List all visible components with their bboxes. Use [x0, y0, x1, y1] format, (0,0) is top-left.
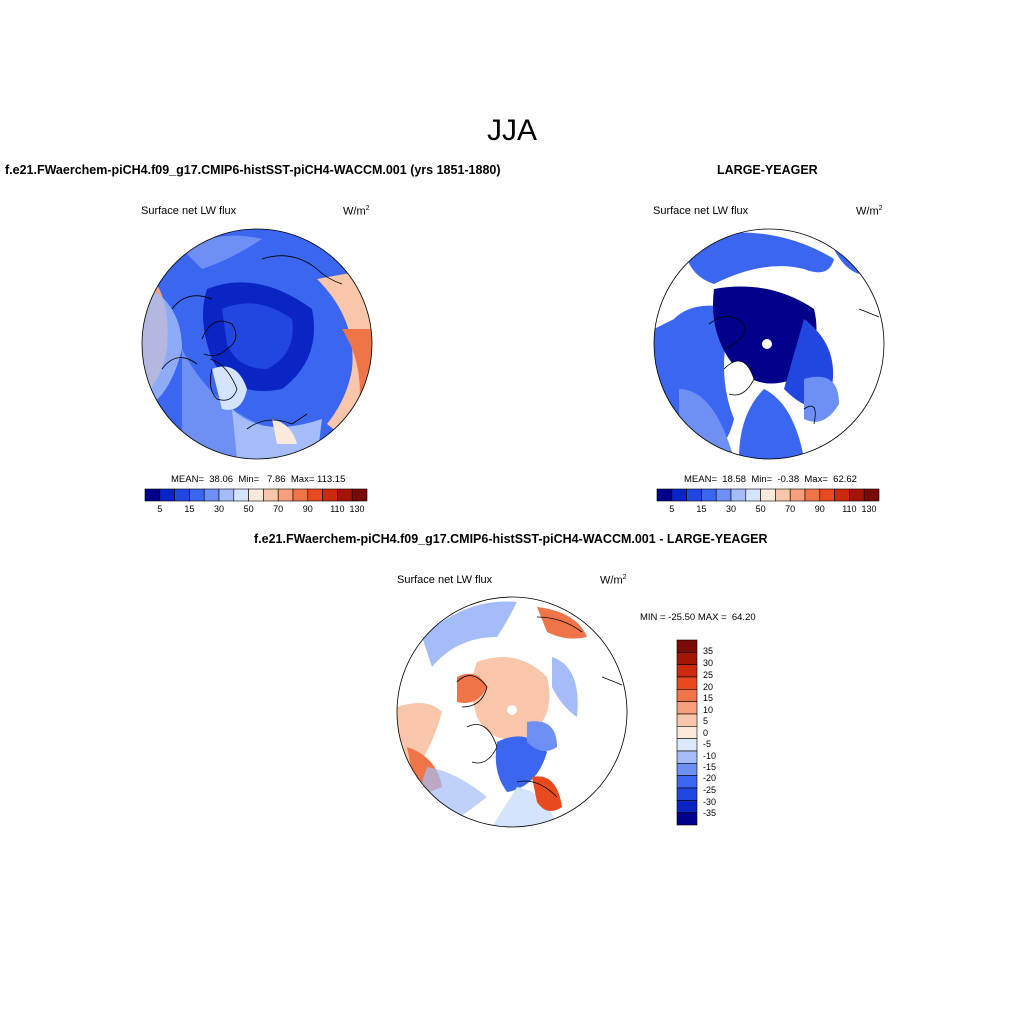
panel-diff-colorbar: [676, 639, 698, 826]
colorbar-swatch: [159, 488, 175, 502]
colorbar-swatch: [676, 812, 698, 826]
colorbar-tick: -35: [703, 808, 717, 818]
colorbar-swatch: [676, 639, 698, 653]
colorbar-swatch: [834, 488, 850, 502]
panel-diff-map: [396, 596, 628, 828]
colorbar-swatch: [676, 726, 698, 739]
colorbar-swatch: [863, 488, 880, 502]
colorbar-tick: 15: [184, 504, 195, 514]
colorbar-swatch: [218, 488, 235, 502]
colorbar-swatch: [676, 652, 698, 665]
colorbar-tick: 5: [669, 504, 675, 514]
colorbar-swatch: [307, 488, 323, 502]
colorbar-swatch: [686, 488, 702, 502]
colorbar-tick: 15: [703, 693, 714, 703]
panel-obs-title: LARGE-YEAGER: [717, 163, 818, 177]
colorbar-swatch: [701, 488, 717, 502]
colorbar-swatch: [337, 488, 353, 502]
panel-obs-map: [653, 228, 885, 460]
panel-model-colorbar: [144, 488, 368, 502]
colorbar-tick: 50: [755, 504, 766, 514]
panel-model-variable: Surface net LW flux: [141, 205, 237, 217]
colorbar-tick: 30: [213, 504, 224, 514]
colorbar-swatch: [144, 488, 161, 502]
colorbar-swatch: [819, 488, 835, 502]
colorbar-swatch: [676, 689, 698, 702]
colorbar-tick: -30: [703, 797, 717, 807]
panel-model-map: [141, 228, 373, 460]
panel-diff-variable: Surface net LW flux: [397, 574, 493, 586]
panel-obs-stats: MEAN= 18.58 Min= -0.38 Max= 62.62: [684, 474, 857, 485]
colorbar-swatch: [676, 738, 698, 752]
colorbar-tick: -20: [703, 773, 717, 783]
colorbar-tick: 110: [842, 504, 857, 514]
colorbar-tick: 5: [703, 716, 709, 726]
colorbar-tick: 130: [861, 504, 877, 514]
panel-diff-stats: MIN = -25.50 MAX = 64.20: [640, 612, 756, 623]
colorbar-swatch: [174, 488, 190, 502]
colorbar-tick: 25: [703, 670, 714, 680]
colorbar-tick: -10: [703, 751, 717, 761]
colorbar-swatch: [775, 488, 791, 502]
panel-model-title: f.e21.FWaerchem-piCH4.f09_g17.CMIP6-hist…: [5, 163, 501, 177]
colorbar-swatch: [671, 488, 687, 502]
colorbar-tick: 5: [157, 504, 163, 514]
colorbar-swatch: [203, 488, 220, 502]
colorbar-swatch: [760, 488, 776, 502]
colorbar-swatch: [804, 488, 821, 502]
colorbar-swatch: [730, 488, 747, 502]
colorbar-tick: 30: [703, 658, 714, 668]
colorbar-swatch: [745, 488, 761, 502]
panel-obs-colorbar-ticks: 5 15 30 50 70 90 110 130: [657, 504, 879, 518]
colorbar-swatch: [233, 488, 249, 502]
colorbar-swatch: [676, 800, 698, 813]
main-title: JJA: [486, 114, 537, 147]
panel-model-units: W/m2: [343, 205, 370, 218]
colorbar-swatch: [322, 488, 338, 502]
colorbar-tick: 35: [703, 646, 714, 656]
panel-obs-colorbar: [656, 488, 880, 502]
colorbar-swatch: [277, 488, 294, 502]
panel-model-colorbar-ticks: 5 15 30 50 70 90 110 130: [145, 504, 367, 518]
panel-diff-units: W/m2: [600, 574, 627, 587]
colorbar-tick: 70: [273, 504, 284, 514]
panel-obs-variable: Surface net LW flux: [653, 205, 749, 217]
colorbar-tick: 15: [696, 504, 707, 514]
colorbar-swatch: [676, 750, 698, 764]
colorbar-swatch: [656, 488, 673, 502]
colorbar-tick: 130: [349, 504, 365, 514]
colorbar-swatch: [676, 775, 698, 789]
colorbar-swatch: [676, 763, 698, 776]
colorbar-tick: -5: [703, 739, 712, 749]
colorbar-swatch: [676, 676, 698, 690]
colorbar-swatch: [676, 713, 698, 727]
colorbar-swatch: [676, 664, 698, 678]
panel-diff-title: f.e21.FWaerchem-piCH4.f09_g17.CMIP6-hist…: [254, 532, 768, 546]
panel-diff-colorbar-ticks: 35 30 25 20 15 10 5 0 -5 -10 -15 -20 -25…: [703, 640, 743, 825]
colorbar-swatch: [789, 488, 806, 502]
colorbar-tick: 50: [243, 504, 254, 514]
colorbar-tick: 0: [703, 728, 709, 738]
colorbar-swatch: [676, 701, 698, 715]
colorbar-swatch: [292, 488, 309, 502]
colorbar-tick: -25: [703, 785, 717, 795]
panel-obs-units: W/m2: [856, 205, 883, 218]
colorbar-swatch: [263, 488, 279, 502]
colorbar-tick: 90: [302, 504, 313, 514]
colorbar-tick: 10: [703, 705, 714, 715]
colorbar-swatch: [248, 488, 264, 502]
colorbar-swatch: [351, 488, 368, 502]
colorbar-swatch: [849, 488, 865, 502]
colorbar-swatch: [676, 787, 698, 801]
colorbar-swatch: [715, 488, 732, 502]
colorbar-tick: 110: [330, 504, 345, 514]
colorbar-swatch: [189, 488, 205, 502]
colorbar-tick: 90: [814, 504, 825, 514]
panel-model-stats: MEAN= 38.06 Min= 7.86 Max= 113.15: [171, 474, 346, 485]
colorbar-tick: 30: [725, 504, 736, 514]
colorbar-tick: 70: [785, 504, 796, 514]
colorbar-tick: 20: [703, 682, 714, 692]
colorbar-tick: -15: [703, 762, 717, 772]
